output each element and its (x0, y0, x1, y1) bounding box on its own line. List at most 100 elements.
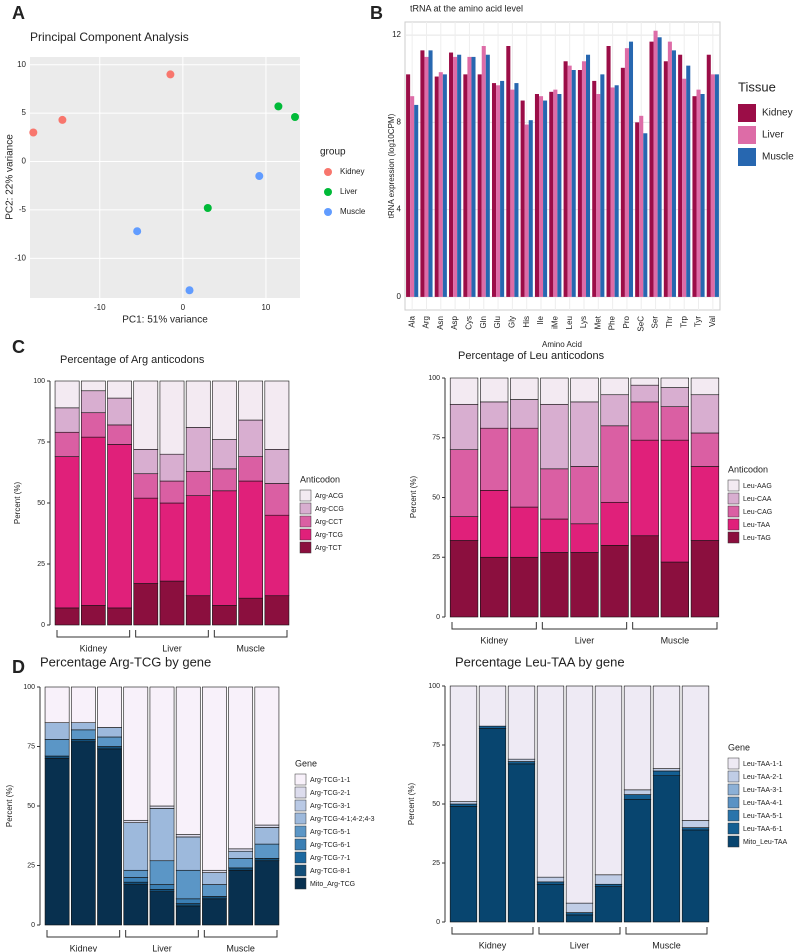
bar (477, 74, 482, 297)
x-tick-label: 0 (181, 303, 186, 312)
bar-segment (600, 544, 629, 618)
bar-segment (202, 896, 227, 900)
bar-segment (44, 739, 70, 757)
bar-segment (660, 377, 689, 388)
bar-segment (536, 881, 565, 885)
legend-swatch (727, 492, 740, 505)
bar-segment (44, 686, 70, 724)
bar-segment (630, 439, 659, 537)
legend-label: Leu-CAG (743, 509, 772, 516)
x-tick-label: Val (708, 316, 717, 327)
bar-segment (690, 540, 720, 618)
bar-segment (449, 803, 478, 807)
bar (614, 85, 619, 297)
group-label: Liver (162, 643, 182, 653)
bar (449, 52, 454, 297)
bar-segment (185, 380, 211, 428)
x-axis-label: PC1: 51% variance (122, 315, 208, 326)
group-bracket (56, 630, 131, 638)
chart-title: Percentage Leu-TAA by gene (455, 654, 625, 669)
bar-segment (149, 805, 175, 809)
bar-segment (107, 397, 132, 426)
point (166, 70, 175, 79)
bar-segment (652, 685, 681, 769)
bar (538, 96, 544, 297)
bar-segment (480, 377, 509, 403)
legend-label: Leu-TAA-5-1 (743, 813, 783, 820)
bar (434, 76, 439, 297)
group-label: Muscle (236, 643, 265, 653)
bar-segment (107, 444, 132, 609)
y-tick-label: 25 (37, 561, 45, 568)
bar (692, 96, 697, 297)
bar (563, 61, 568, 297)
bar-segment (238, 456, 264, 482)
bar-segment (97, 746, 122, 750)
y-tick-label: 0 (397, 292, 402, 301)
bar-segment (254, 827, 280, 845)
chart-title: Percentage of Arg anticodons (60, 354, 205, 366)
bar (686, 65, 691, 297)
bar (610, 87, 615, 297)
legend-swatch (299, 515, 312, 528)
bar-segment (623, 789, 652, 795)
bar-segment (510, 377, 539, 400)
bar (714, 74, 719, 297)
bar-segment (133, 449, 159, 475)
bar (653, 30, 658, 297)
legend-swatch (294, 786, 307, 799)
bar-segment (264, 514, 290, 597)
legend-swatch (294, 877, 307, 890)
y-tick-label: 12 (392, 30, 401, 39)
y-tick-label: 50 (432, 494, 440, 501)
bar (506, 46, 511, 297)
x-tick-label: Ala (407, 315, 416, 327)
y-tick-label: 50 (27, 803, 35, 810)
legend-label: Arg-ACG (315, 493, 343, 500)
x-tick-label: iMe (550, 315, 559, 328)
legend-label: Leu-CAA (743, 496, 772, 503)
bar-segment (449, 801, 478, 805)
bar-segment (600, 394, 629, 427)
bar-segment (149, 884, 175, 890)
panel-label: D (12, 657, 25, 677)
bar-segment (254, 843, 280, 859)
bar-segment (594, 874, 623, 885)
bar-segment (175, 869, 201, 900)
bar-segment (185, 427, 211, 472)
legend-swatch (727, 796, 740, 809)
chart-title: Principal Component Analysis (30, 30, 189, 44)
bar-segment (80, 605, 106, 626)
legend-label: Leu-TAA-3-1 (743, 787, 783, 794)
x-tick-label: Leu (565, 316, 574, 329)
y-tick-label: 10 (17, 60, 26, 69)
y-axis-label: Percent (%) (13, 482, 22, 525)
legend-label: Leu-TAA-2-1 (743, 774, 783, 781)
bar (514, 83, 519, 297)
bar-segment (565, 902, 594, 913)
bar (671, 50, 676, 297)
group-bracket (625, 927, 708, 935)
group-bracket (632, 622, 718, 630)
bar (682, 78, 687, 297)
legend-label: Muscle (762, 152, 794, 163)
bar-segment (660, 561, 689, 618)
bar-segment (681, 829, 710, 923)
legend-label: Liver (340, 187, 358, 196)
bar (496, 85, 501, 297)
bar-segment (264, 380, 290, 450)
x-tick-label: Asn (436, 316, 445, 330)
panel-label: B (370, 3, 383, 23)
bar (553, 89, 558, 297)
bar-segment (70, 739, 96, 743)
point (58, 115, 67, 124)
legend-swatch (738, 104, 756, 122)
bar (524, 124, 529, 297)
bar-segment (660, 439, 689, 563)
bar-segment (507, 761, 536, 765)
legend-label: Arg-TCG-7-1 (310, 855, 351, 862)
y-axis-label: Percent (%) (409, 476, 418, 519)
bar-segment (690, 394, 720, 434)
group-bracket (538, 927, 621, 935)
bar-segment (480, 427, 509, 491)
